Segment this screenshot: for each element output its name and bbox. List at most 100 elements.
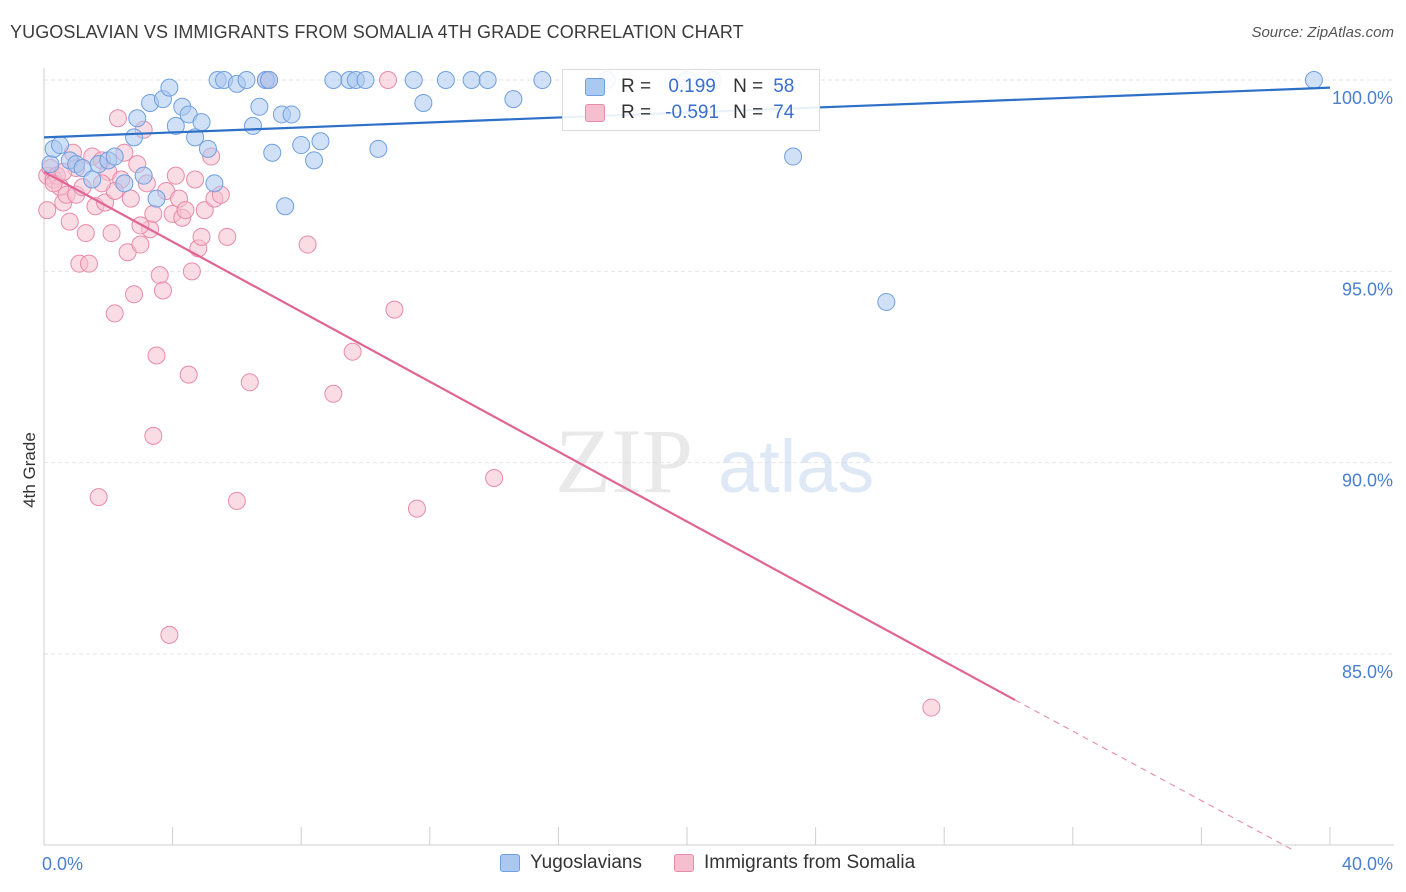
bottom-legend-swatch-blue: [500, 854, 520, 872]
somalia-point: [192, 227, 211, 246]
somalia-point: [105, 304, 124, 323]
yugoslavians-point: [324, 71, 343, 89]
yugoslavians-point: [128, 109, 147, 128]
watermark: ZIP atlas: [555, 410, 874, 512]
axes: [43, 68, 1394, 846]
bottom-legend: Yugoslavians Immigrants from Somalia: [500, 852, 947, 874]
x-tick-label: 40.0%: [1342, 854, 1393, 874]
somalia-point: [407, 499, 426, 518]
somalia-point: [227, 491, 246, 510]
somalia-point: [102, 224, 121, 243]
chart-title: YUGOSLAVIAN VS IMMIGRANTS FROM SOMALIA 4…: [10, 22, 744, 42]
yugoslavians-point: [115, 174, 134, 193]
yugoslavians-point: [205, 174, 224, 193]
somalia-trend-extension: [1014, 699, 1292, 850]
legend-r-label: R =: [621, 76, 652, 97]
somalia-point: [182, 262, 201, 281]
yugoslavians-point: [83, 170, 102, 189]
yugoslavians-point: [160, 78, 179, 97]
somalia-point: [485, 468, 504, 487]
y-tick-label: 100.0%: [1332, 88, 1393, 108]
watermark-atlas: atlas: [718, 425, 874, 508]
bottom-legend-label-somalia: Immigrants from Somalia: [703, 852, 916, 873]
yugoslavians-point: [263, 143, 282, 162]
legend-r-label: R =: [621, 102, 652, 123]
somalia-point: [60, 212, 79, 231]
somalia-point: [240, 373, 259, 392]
legend-r-value: -0.591: [665, 102, 720, 123]
yugoslavians-point: [369, 139, 388, 158]
somalia-point: [179, 365, 198, 384]
yugoslavians-point: [504, 90, 523, 109]
somalia-point: [385, 300, 404, 319]
yugoslavians-point: [436, 71, 455, 89]
yugoslavians-point: [134, 166, 153, 185]
series-yugoslavians-points: [41, 71, 1323, 311]
yugoslavians-point: [166, 116, 185, 135]
somalia-point: [131, 235, 150, 254]
somalia-point: [186, 170, 205, 189]
legend-box: R = 0.199 N = 58 R = -0.591 N = 74: [562, 69, 820, 131]
series-somalia-points: [38, 71, 941, 717]
legend-row-yugoslavians: R = 0.199 N = 58: [585, 74, 794, 100]
yugoslavians-point: [404, 71, 423, 89]
bottom-legend-item-yugoslavians: Yugoslavians: [500, 852, 642, 874]
legend-n-value: 58: [773, 76, 795, 97]
somalia-point: [153, 281, 172, 300]
yugoslavians-point: [276, 197, 295, 216]
yugoslavians-point: [292, 136, 311, 155]
somalia-point: [89, 488, 108, 507]
somalia-point: [121, 189, 140, 208]
legend-r-value: 0.199: [668, 76, 716, 97]
somalia-point: [125, 285, 144, 304]
somalia-point: [166, 166, 185, 185]
yugoslavians-point: [282, 105, 301, 124]
y-tick-label: 90.0%: [1342, 471, 1393, 491]
grid-lines: [44, 79, 1394, 655]
somalia-point: [150, 266, 169, 285]
yugoslavians-point: [147, 189, 166, 208]
somalia-trend-line: [43, 170, 1016, 701]
yugoslavians-point: [105, 147, 124, 166]
chart-source: Source: ZipAtlas.com: [1251, 24, 1394, 41]
somalia-point: [160, 625, 179, 644]
yugoslavians-point: [51, 136, 70, 155]
somalia-point: [922, 698, 941, 717]
legend-n-value: 74: [773, 102, 795, 123]
bottom-legend-swatch-pink: [673, 854, 694, 872]
yugoslavians-point: [784, 147, 803, 166]
yugoslavians-point: [250, 97, 269, 116]
yugoslavians-point: [356, 71, 375, 89]
yugoslavians-point: [186, 128, 205, 147]
yugoslavians-point: [533, 71, 552, 89]
yugoslavians-point: [243, 116, 262, 135]
yugoslavians-point: [198, 139, 217, 158]
yugoslavians-point: [462, 71, 481, 89]
yugoslavians-point: [311, 132, 330, 151]
somalia-point: [76, 224, 95, 243]
bottom-legend-label-yugoslavians: Yugoslavians: [530, 852, 642, 873]
yugoslavians-point: [41, 155, 60, 174]
yugoslavians-point: [260, 71, 279, 89]
yugoslavians-point: [305, 151, 324, 170]
somalia-point: [176, 201, 195, 220]
legend-row-somalia: R = -0.591 N = 74: [585, 100, 794, 126]
somalia-point: [218, 227, 237, 246]
yugoslavians-point: [414, 93, 433, 112]
yugoslavians-point: [877, 292, 896, 311]
x-tick-label: 0.0%: [42, 854, 83, 874]
y-tick-label: 95.0%: [1342, 279, 1393, 299]
watermark-zip: ZIP: [555, 410, 693, 512]
somalia-point: [343, 342, 362, 361]
somalia-point: [108, 109, 127, 128]
somalia-point: [298, 235, 317, 254]
somalia-point: [144, 426, 163, 445]
somalia-point: [379, 71, 398, 89]
legend-swatch-pink: [585, 104, 605, 122]
legend-swatch-blue: [585, 78, 605, 96]
yugoslavians-point: [192, 113, 211, 132]
yugoslavians-point: [478, 71, 497, 89]
bottom-legend-item-somalia: Immigrants from Somalia: [673, 852, 916, 874]
yugoslavians-point: [125, 128, 144, 147]
